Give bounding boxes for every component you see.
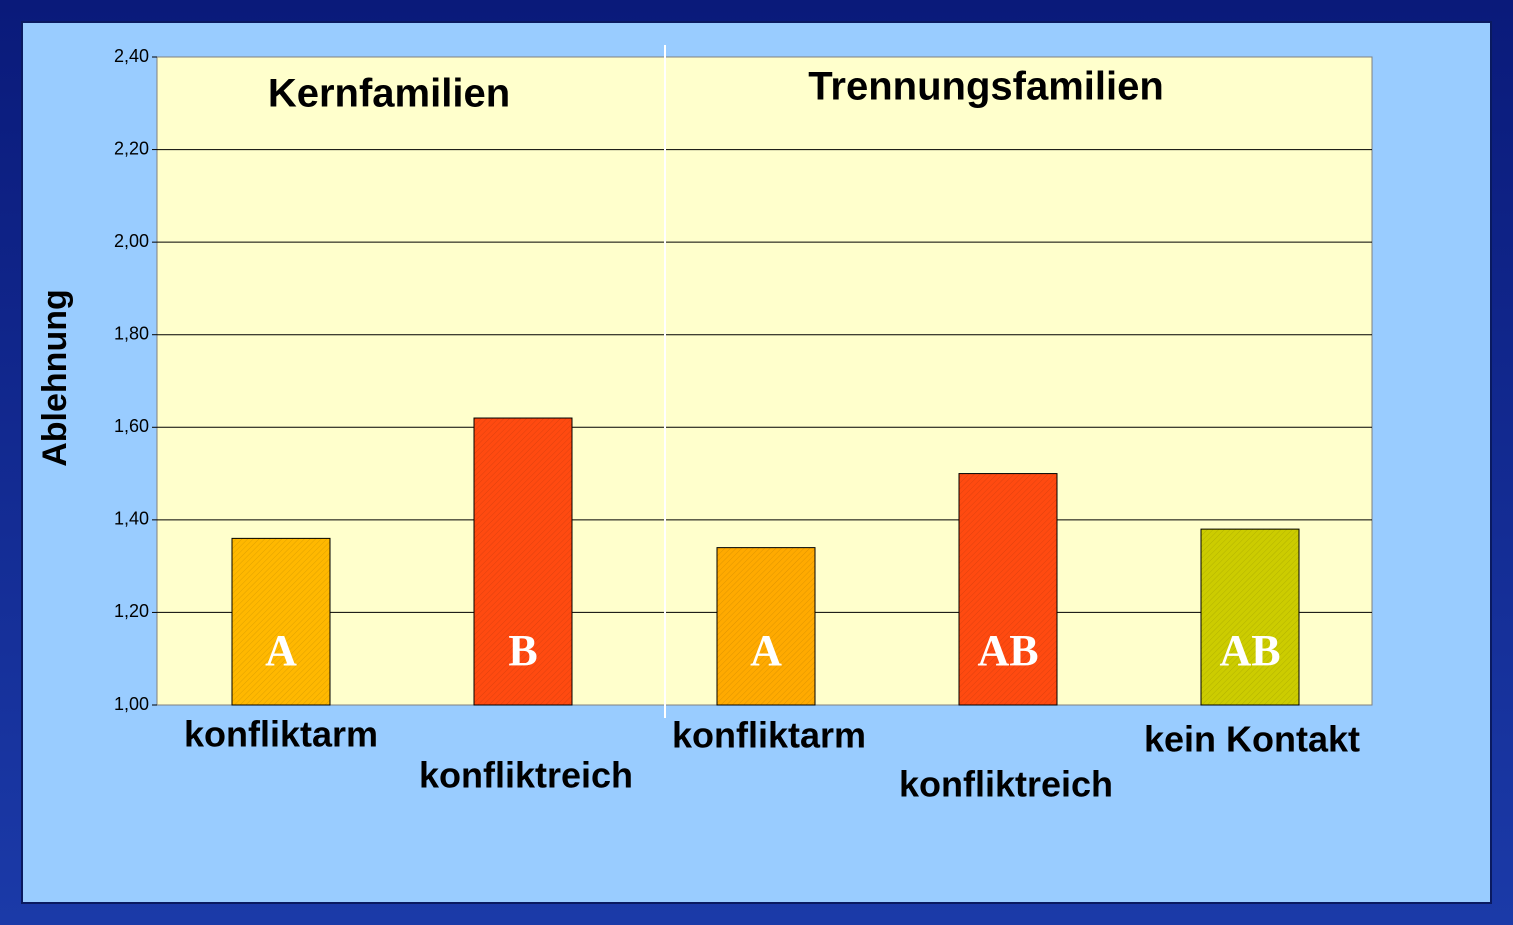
group-title: Trennungsfamilien: [808, 65, 1164, 109]
group-title: Kernfamilien: [268, 72, 510, 116]
x-tick-label: kein Kontakt: [1144, 719, 1360, 760]
y-tick-label: 1,40: [114, 509, 149, 529]
y-tick-label: 1,80: [114, 323, 149, 343]
y-tick-label: 2,40: [114, 46, 149, 66]
bar-texture: [959, 473, 1057, 705]
x-tick-label: konfliktreich: [419, 755, 633, 796]
bar-letter: AB: [1219, 626, 1280, 675]
x-tick-label: konfliktarm: [672, 715, 866, 756]
y-tick-label: 1,60: [114, 416, 149, 436]
y-tick-label: 1,00: [114, 694, 149, 714]
y-tick-label: 2,20: [114, 138, 149, 158]
bar-texture: [717, 547, 815, 705]
y-tick-label: 1,20: [114, 601, 149, 621]
y-axis-label: Ablehnung: [36, 289, 74, 467]
bar-letter: A: [265, 626, 297, 675]
x-tick-label: konfliktreich: [899, 764, 1113, 805]
bar-texture: [232, 538, 330, 705]
bar-letter: A: [750, 626, 782, 675]
bar-letter: B: [508, 626, 537, 675]
bar-texture: [474, 418, 572, 705]
bar-letter: AB: [977, 626, 1038, 675]
x-tick-label: konfliktarm: [184, 714, 378, 755]
y-tick-label: 2,00: [114, 231, 149, 251]
bar-texture: [1201, 529, 1299, 705]
